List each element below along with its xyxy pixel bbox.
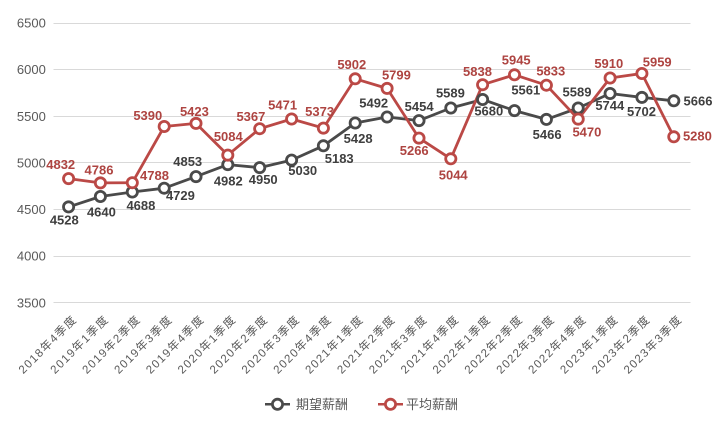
svg-text:4500: 4500 — [17, 202, 46, 217]
svg-text:5428: 5428 — [344, 131, 373, 146]
svg-text:4528: 4528 — [50, 213, 79, 228]
svg-text:5423: 5423 — [180, 104, 209, 119]
svg-text:5280: 5280 — [683, 128, 712, 143]
svg-text:6500: 6500 — [17, 16, 46, 31]
svg-text:3500: 3500 — [17, 295, 46, 310]
svg-text:5373: 5373 — [305, 104, 334, 119]
svg-text:6000: 6000 — [17, 62, 46, 77]
svg-text:5000: 5000 — [17, 155, 46, 170]
svg-text:5959: 5959 — [643, 54, 672, 69]
svg-text:4640: 4640 — [87, 204, 116, 219]
svg-text:平均薪酬: 平均薪酬 — [406, 397, 458, 412]
svg-text:4832: 4832 — [46, 157, 75, 172]
svg-text:5799: 5799 — [382, 68, 411, 83]
svg-text:4950: 4950 — [249, 172, 278, 187]
svg-text:5666: 5666 — [684, 94, 713, 109]
svg-text:5266: 5266 — [400, 143, 429, 158]
svg-text:5183: 5183 — [325, 151, 354, 166]
svg-text:5910: 5910 — [594, 56, 623, 71]
svg-text:5702: 5702 — [627, 104, 656, 119]
svg-text:5833: 5833 — [536, 64, 565, 79]
svg-text:期望薪酬: 期望薪酬 — [296, 397, 348, 412]
svg-text:5589: 5589 — [563, 85, 592, 100]
svg-text:4788: 4788 — [140, 168, 169, 183]
svg-text:5030: 5030 — [288, 163, 317, 178]
svg-text:5390: 5390 — [133, 108, 162, 123]
svg-text:5470: 5470 — [572, 125, 601, 140]
svg-text:5561: 5561 — [511, 82, 540, 97]
svg-text:5454: 5454 — [405, 99, 435, 114]
svg-text:5466: 5466 — [533, 127, 562, 142]
svg-text:5589: 5589 — [436, 86, 465, 101]
svg-text:5471: 5471 — [268, 97, 297, 112]
svg-text:5902: 5902 — [337, 57, 366, 72]
svg-text:4729: 4729 — [166, 188, 195, 203]
svg-text:4853: 4853 — [173, 154, 202, 169]
svg-text:4982: 4982 — [214, 173, 243, 188]
svg-text:5492: 5492 — [359, 96, 388, 111]
svg-text:5744: 5744 — [595, 98, 625, 113]
svg-text:4786: 4786 — [85, 163, 114, 178]
svg-text:5500: 5500 — [17, 109, 46, 124]
svg-text:5367: 5367 — [236, 109, 265, 124]
svg-text:5945: 5945 — [502, 53, 531, 68]
svg-text:5084: 5084 — [214, 129, 244, 144]
svg-text:4000: 4000 — [17, 249, 46, 264]
svg-text:5044: 5044 — [439, 168, 469, 183]
svg-text:4688: 4688 — [126, 198, 155, 213]
svg-text:5838: 5838 — [463, 64, 492, 79]
svg-text:5680: 5680 — [474, 103, 503, 118]
